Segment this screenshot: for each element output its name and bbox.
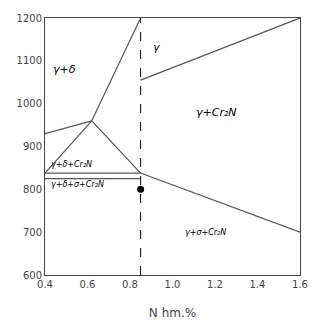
svg-text:1000: 1000: [17, 98, 42, 109]
svg-text:1100: 1100: [17, 55, 42, 66]
svg-text:700: 700: [23, 227, 42, 238]
svg-text:600: 600: [23, 270, 42, 281]
svg-text:0.8: 0.8: [122, 279, 138, 290]
svg-text:γ+δ: γ+δ: [53, 63, 76, 76]
svg-text:γ+δ+Cr₂N: γ+δ+Cr₂N: [51, 160, 92, 169]
svg-text:0.4: 0.4: [37, 279, 53, 290]
svg-text:1.0: 1.0: [165, 279, 181, 290]
svg-text:1200: 1200: [17, 13, 42, 24]
svg-text:1.4: 1.4: [250, 279, 266, 290]
svg-text:0.6: 0.6: [80, 279, 96, 290]
svg-text:γ+σ+Cr₂N: γ+σ+Cr₂N: [185, 228, 226, 237]
svg-text:γ: γ: [153, 41, 160, 54]
svg-text:800: 800: [23, 184, 42, 195]
svg-text:N hm.%: N hm.%: [149, 306, 196, 320]
svg-text:1.6: 1.6: [292, 279, 308, 290]
svg-text:γ+δ+σ+Cr₂N: γ+δ+σ+Cr₂N: [51, 180, 104, 189]
svg-text:1.2: 1.2: [207, 279, 223, 290]
svg-text:900: 900: [23, 141, 42, 152]
svg-text:γ+Cr₂N: γ+Cr₂N: [196, 106, 237, 119]
